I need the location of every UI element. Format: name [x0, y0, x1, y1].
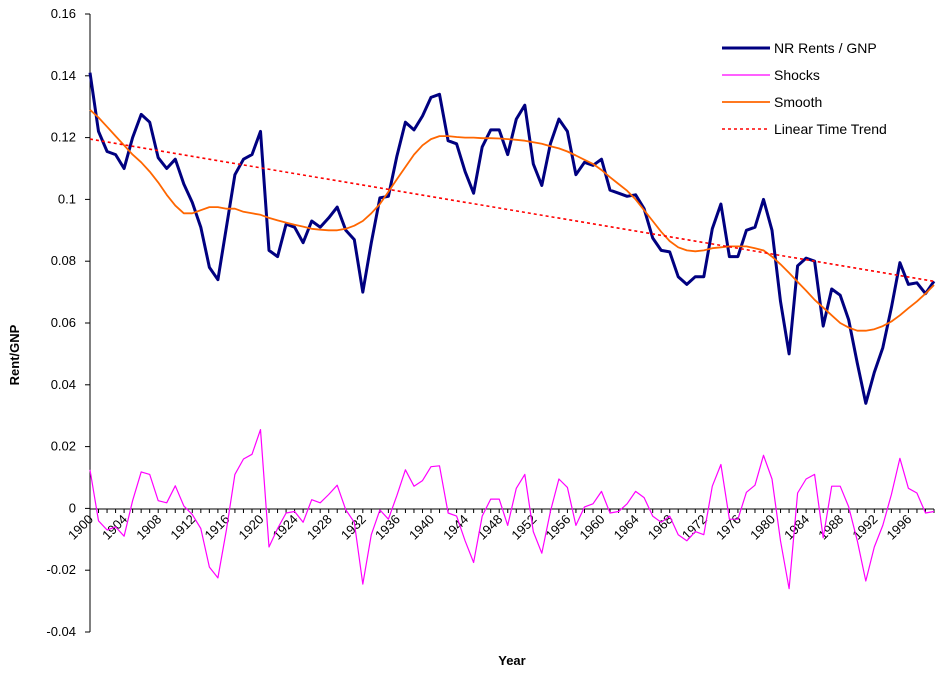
y-tick-label: 0.16: [51, 6, 76, 21]
series-line-shocks: [89, 429, 935, 590]
legend-label-shocks: Shocks: [774, 67, 820, 83]
series-line-nr-rents-gnp: [88, 72, 936, 405]
x-tick-label: 1996: [883, 512, 914, 543]
y-tick-label: 0.08: [51, 253, 76, 268]
y-axis-title: Rent/GNP: [7, 324, 22, 385]
x-tick-label: 1900: [65, 512, 96, 543]
x-tick-label: 1932: [338, 512, 369, 543]
x-tick-label: 1952: [508, 512, 539, 543]
series-line-smooth: [89, 109, 935, 332]
x-tick-label: 1908: [133, 512, 164, 543]
y-tick-label: -0.02: [46, 562, 76, 577]
x-tick-label: 1920: [236, 512, 267, 543]
y-tick-label: -0.04: [46, 624, 76, 639]
legend-label-nr-rents-gnp: NR Rents / GNP: [774, 40, 877, 56]
y-tick-label: 0.04: [51, 377, 76, 392]
x-tick-label: 1948: [474, 512, 505, 543]
y-tick-label: 0: [69, 500, 76, 515]
x-tick-label: 1928: [304, 512, 335, 543]
y-tick-label: 0.1: [58, 191, 76, 206]
x-tick-label: 1968: [645, 512, 676, 543]
x-tick-label: 1940: [406, 512, 437, 543]
y-tick-label: 0.02: [51, 439, 76, 454]
x-tick-label: 1924: [270, 512, 301, 543]
y-tick-label: 0.12: [51, 130, 76, 145]
x-tick-label: 1980: [747, 512, 778, 543]
x-tick-label: 1964: [611, 512, 642, 543]
legend-label-linear-time-trend: Linear Time Trend: [774, 121, 887, 137]
y-tick-label: 0.14: [51, 68, 76, 83]
legend-label-smooth: Smooth: [774, 94, 822, 110]
x-tick-label: 1984: [781, 512, 812, 543]
y-tick-label: 0.06: [51, 315, 76, 330]
x-tick-label: 1960: [577, 512, 608, 543]
x-axis-title: Year: [498, 653, 525, 668]
series-line-linear-time-trend: [89, 138, 935, 283]
x-tick-label: 1936: [372, 512, 403, 543]
x-tick-label: 1916: [201, 512, 232, 543]
